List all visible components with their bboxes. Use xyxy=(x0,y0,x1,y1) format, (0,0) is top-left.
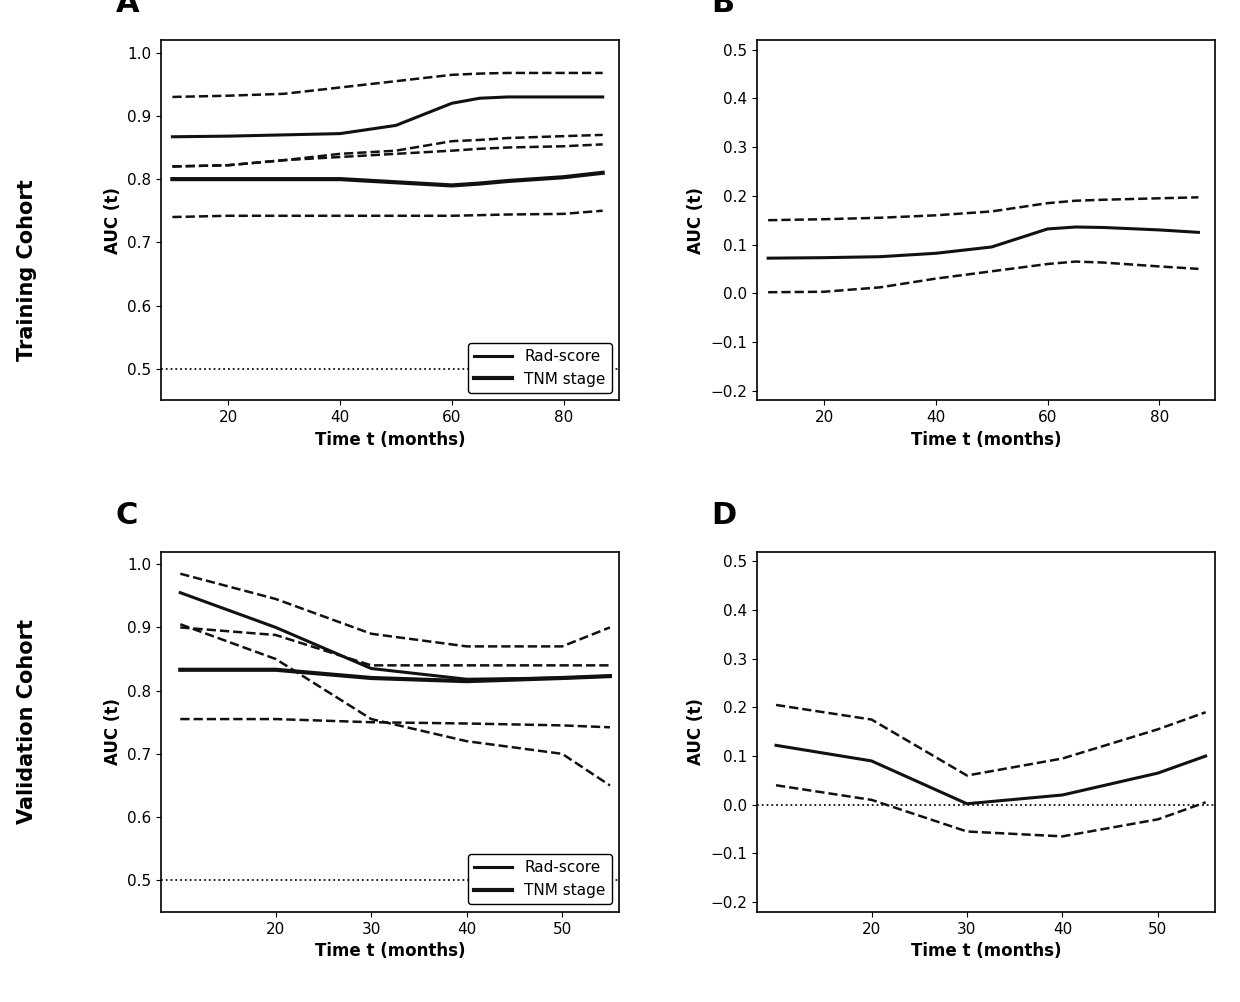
Text: Training Cohort: Training Cohort xyxy=(17,179,37,362)
X-axis label: Time t (months): Time t (months) xyxy=(315,431,465,449)
Y-axis label: AUC (t): AUC (t) xyxy=(687,698,704,766)
Text: B: B xyxy=(711,0,734,18)
Text: Validation Cohort: Validation Cohort xyxy=(17,619,37,824)
Y-axis label: AUC (t): AUC (t) xyxy=(104,186,122,254)
X-axis label: Time t (months): Time t (months) xyxy=(315,942,465,960)
Legend: Rad-score, TNM stage: Rad-score, TNM stage xyxy=(467,343,611,393)
X-axis label: Time t (months): Time t (months) xyxy=(911,942,1061,960)
Y-axis label: AUC (t): AUC (t) xyxy=(687,186,704,254)
Text: C: C xyxy=(115,501,138,530)
X-axis label: Time t (months): Time t (months) xyxy=(911,431,1061,449)
Y-axis label: AUC (t): AUC (t) xyxy=(104,698,122,766)
Legend: Rad-score, TNM stage: Rad-score, TNM stage xyxy=(467,855,611,904)
Text: D: D xyxy=(711,501,737,530)
Text: A: A xyxy=(115,0,139,18)
